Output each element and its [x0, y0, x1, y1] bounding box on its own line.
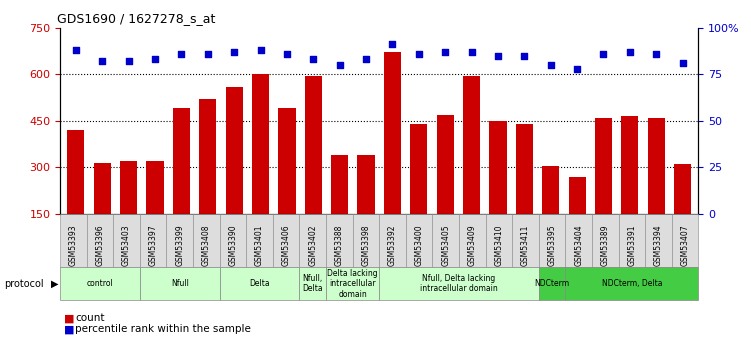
Point	[466, 49, 478, 55]
Point	[149, 57, 161, 62]
Text: GSM53409: GSM53409	[468, 224, 477, 266]
Bar	[647, 118, 665, 260]
Bar	[305, 76, 322, 260]
Text: Delta lacking
intracellular
domain: Delta lacking intracellular domain	[327, 269, 378, 299]
Point	[413, 51, 425, 57]
Text: ■: ■	[64, 314, 74, 323]
Bar	[436, 115, 454, 260]
Text: GSM53408: GSM53408	[202, 224, 211, 266]
Text: GSM53403: GSM53403	[122, 224, 131, 266]
Text: GSM53393: GSM53393	[69, 224, 78, 266]
Text: GSM53394: GSM53394	[654, 224, 663, 266]
Text: percentile rank within the sample: percentile rank within the sample	[75, 325, 251, 334]
Text: GSM53392: GSM53392	[388, 224, 397, 266]
Bar	[68, 130, 84, 260]
Text: count: count	[75, 314, 104, 323]
Point	[333, 62, 345, 68]
Bar	[463, 76, 480, 260]
Point	[571, 66, 583, 71]
Point	[122, 58, 134, 64]
Bar	[595, 118, 612, 260]
Point	[518, 53, 530, 58]
Bar	[490, 121, 506, 260]
Point	[176, 51, 188, 57]
Text: NDCterm, Delta: NDCterm, Delta	[602, 279, 662, 288]
Point	[387, 42, 399, 47]
Text: GSM53405: GSM53405	[442, 224, 451, 266]
Bar	[252, 74, 269, 260]
Text: GSM53395: GSM53395	[547, 224, 556, 266]
Point	[281, 51, 293, 57]
Text: GSM53399: GSM53399	[175, 224, 184, 266]
Bar	[173, 108, 190, 260]
Text: GSM53389: GSM53389	[601, 224, 610, 266]
Bar	[384, 52, 401, 260]
Bar	[410, 124, 427, 260]
Bar	[357, 155, 375, 260]
Text: ■: ■	[64, 325, 74, 334]
Bar	[225, 87, 243, 260]
Point	[70, 47, 82, 53]
Text: GSM53406: GSM53406	[282, 224, 291, 266]
Text: GSM53397: GSM53397	[149, 224, 158, 266]
Bar	[146, 161, 164, 260]
Bar	[569, 177, 586, 260]
Bar	[674, 164, 691, 260]
Bar	[516, 124, 533, 260]
Text: GSM53400: GSM53400	[415, 224, 424, 266]
Point	[598, 51, 610, 57]
Point	[544, 62, 556, 68]
Point	[624, 49, 636, 55]
Text: ▶: ▶	[51, 279, 59, 289]
Text: NDCterm: NDCterm	[535, 279, 570, 288]
Text: control: control	[86, 279, 113, 288]
Point	[492, 53, 504, 58]
Bar	[199, 99, 216, 260]
Point	[228, 49, 240, 55]
Text: GSM53407: GSM53407	[680, 224, 689, 266]
Text: GSM53388: GSM53388	[335, 224, 344, 266]
Bar	[94, 162, 111, 260]
Text: GSM53410: GSM53410	[494, 224, 503, 266]
Point	[650, 51, 662, 57]
Point	[255, 47, 267, 53]
Point	[307, 57, 319, 62]
Text: Nfull,
Delta: Nfull, Delta	[303, 274, 323, 294]
Bar	[621, 116, 638, 260]
Text: GSM53391: GSM53391	[627, 224, 636, 266]
Text: GSM53401: GSM53401	[255, 224, 264, 266]
Bar	[331, 155, 348, 260]
Text: GSM53411: GSM53411	[521, 224, 530, 266]
Bar	[120, 161, 137, 260]
Point	[439, 49, 451, 55]
Text: Nfull: Nfull	[170, 279, 189, 288]
Point	[677, 60, 689, 66]
Text: GDS1690 / 1627278_s_at: GDS1690 / 1627278_s_at	[57, 12, 216, 25]
Text: GSM53402: GSM53402	[308, 224, 317, 266]
Text: Delta: Delta	[249, 279, 270, 288]
Bar	[542, 166, 559, 260]
Point	[360, 57, 372, 62]
Text: GSM53398: GSM53398	[361, 224, 370, 266]
Text: GSM53404: GSM53404	[575, 224, 584, 266]
Text: GSM53390: GSM53390	[228, 224, 237, 266]
Text: protocol: protocol	[4, 279, 44, 289]
Text: Nfull, Delta lacking
intracellular domain: Nfull, Delta lacking intracellular domai…	[420, 274, 498, 294]
Text: GSM53396: GSM53396	[95, 224, 104, 266]
Point	[96, 58, 108, 64]
Bar	[279, 108, 295, 260]
Point	[202, 51, 214, 57]
